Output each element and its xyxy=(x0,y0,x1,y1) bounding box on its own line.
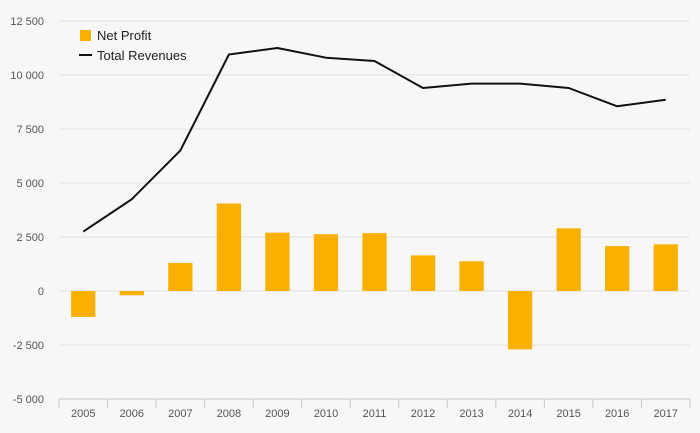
y-tick-label: 12 500 xyxy=(10,16,44,28)
x-tick-label: 2012 xyxy=(411,408,435,420)
net-profit-bar xyxy=(507,291,533,350)
x-axis: 2005 2006 2007 2008 2009 2010 2011 2012 2013 2014… xyxy=(58,398,691,420)
total-revenues-line xyxy=(82,47,666,233)
net-profit-bar xyxy=(653,244,678,291)
gridlines xyxy=(59,20,690,346)
x-tick-label: 2010 xyxy=(314,408,338,420)
y-tick-label: -5 000 xyxy=(13,394,44,406)
net-profit-bar xyxy=(168,262,193,291)
net-profit-bar xyxy=(605,246,630,291)
total-revenues-line-group xyxy=(82,47,666,233)
net-profit-bar xyxy=(410,255,436,291)
x-tick-label: 2006 xyxy=(120,408,144,420)
x-tick-label: 2017 xyxy=(653,408,677,420)
legend-label-net-profit: Net Profit xyxy=(97,28,152,43)
net-profit-bar xyxy=(362,233,387,291)
y-tick-label: 10 000 xyxy=(10,70,44,82)
net-profit-bar xyxy=(119,291,144,296)
legend-swatch-net-profit xyxy=(80,30,91,41)
net-profit-bar xyxy=(71,291,96,317)
y-tick-label: -2 500 xyxy=(13,340,44,352)
x-tick-label: 2005 xyxy=(71,408,95,420)
net-profit-bar xyxy=(459,261,484,291)
x-tick-label: 2014 xyxy=(508,408,532,420)
y-tick-label: 7 500 xyxy=(16,124,44,136)
x-tick-label: 2009 xyxy=(265,408,289,420)
x-tick-label: 2007 xyxy=(168,408,192,420)
net-profit-bar xyxy=(265,232,290,291)
x-tick-label: 2013 xyxy=(459,408,483,420)
x-tick-label: 2016 xyxy=(605,408,629,420)
x-tick-label: 2015 xyxy=(556,408,580,420)
legend-label-total-revenues: Total Revenues xyxy=(97,48,187,63)
y-tick-label: 5 000 xyxy=(16,178,44,190)
legend: Net Profit Total Revenues xyxy=(79,28,187,63)
y-tick-label: 0 xyxy=(38,286,44,298)
net-profit-bar xyxy=(313,234,339,291)
y-axis-ticks: -5 000 -2 500 0 2 500 5 000 7 500 10 000 12 500 xyxy=(10,16,44,406)
net-profit-bars xyxy=(71,203,678,350)
y-tick-label: 2 500 xyxy=(16,232,44,244)
x-tick-label: 2011 xyxy=(363,408,387,420)
net-profit-bar xyxy=(556,228,581,291)
x-tick-label: 2008 xyxy=(217,408,241,420)
net-profit-bar xyxy=(216,203,242,291)
